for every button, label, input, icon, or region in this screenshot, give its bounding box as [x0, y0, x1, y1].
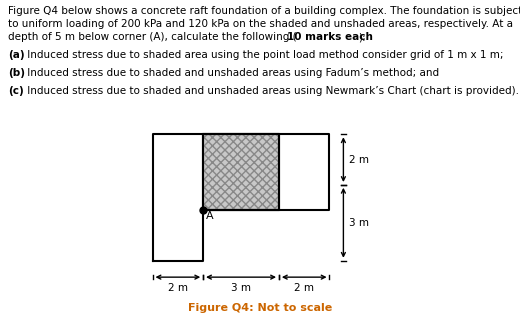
- Text: Figure Q4 below shows a concrete raft foundation of a building complex. The foun: Figure Q4 below shows a concrete raft fo…: [8, 6, 520, 16]
- Bar: [203, 134, 279, 210]
- Bar: [203, 134, 279, 210]
- Text: Induced stress due to shaded area using the point load method consider grid of 1: Induced stress due to shaded area using …: [24, 50, 504, 60]
- Text: Induced stress due to shaded and unshaded areas using Newmark’s Chart (chart is : Induced stress due to shaded and unshade…: [24, 86, 519, 96]
- Text: 3 m: 3 m: [349, 218, 369, 228]
- Text: 2 m: 2 m: [168, 283, 188, 293]
- Text: 10 marks each: 10 marks each: [288, 32, 373, 42]
- Text: 2 m: 2 m: [294, 283, 314, 293]
- Text: (b): (b): [8, 68, 25, 78]
- Text: 3 m: 3 m: [231, 283, 251, 293]
- Text: Induced stress due to shaded and unshaded areas using Fadum’s method; and: Induced stress due to shaded and unshade…: [24, 68, 439, 78]
- Text: A: A: [206, 211, 214, 221]
- Text: (a): (a): [8, 50, 24, 60]
- Text: Figure Q4: Not to scale: Figure Q4: Not to scale: [188, 303, 332, 313]
- Text: depth of 5 m below corner (A), calculate the following (: depth of 5 m below corner (A), calculate…: [8, 32, 296, 42]
- Text: to uniform loading of 200 kPa and 120 kPa on the shaded and unshaded areas, resp: to uniform loading of 200 kPa and 120 kP…: [8, 19, 513, 29]
- Text: ):: ):: [358, 32, 366, 42]
- Text: 2 m: 2 m: [349, 155, 369, 164]
- Text: (c): (c): [8, 86, 24, 96]
